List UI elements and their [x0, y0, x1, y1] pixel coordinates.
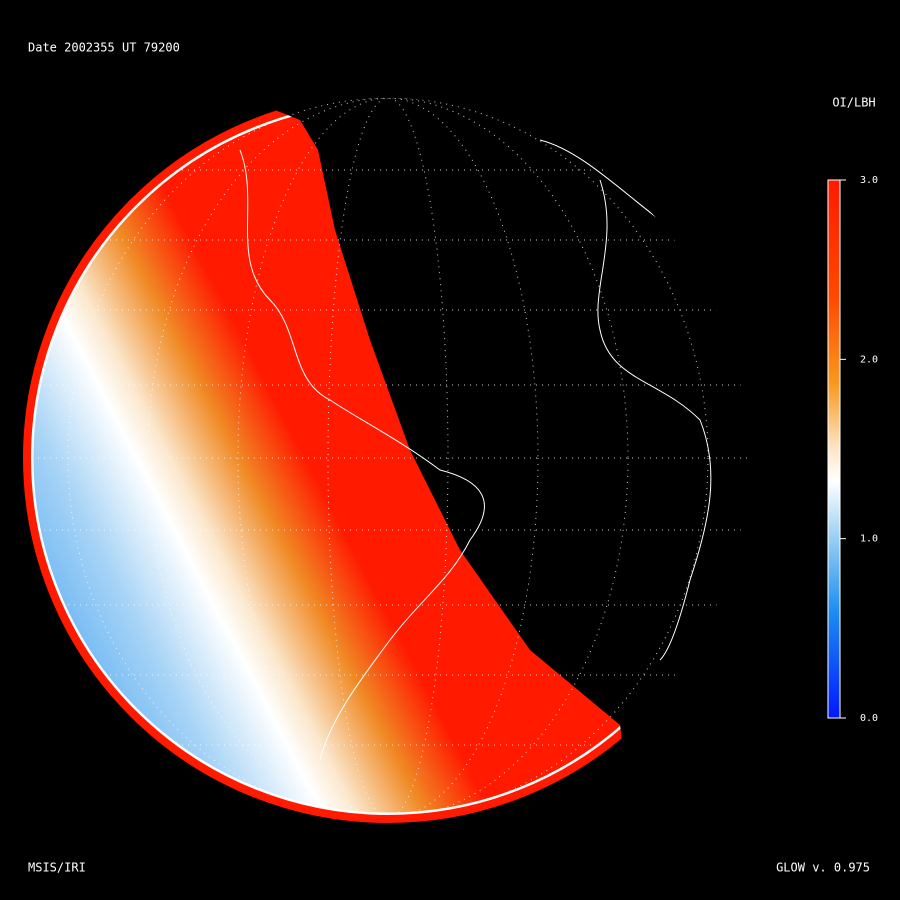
ut-label: UT 79200 [122, 41, 180, 55]
colorbar-tick-label: 0.0 [860, 713, 878, 724]
dayside [28, 98, 640, 818]
footer-right: GLOW v. 0.975 [776, 861, 870, 875]
colorbar-tick-label: 2.0 [860, 354, 878, 365]
colorbar-tick-label: 1.0 [860, 534, 878, 545]
colorbar-title: OI/LBH [832, 96, 875, 110]
colorbar [827, 179, 841, 719]
footer-left: MSIS/IRI [28, 861, 86, 875]
graticule [28, 98, 748, 818]
date-label: Date 2002355 [28, 41, 115, 55]
globe [28, 98, 748, 818]
colorbar-tick-label: 3.0 [860, 175, 878, 186]
